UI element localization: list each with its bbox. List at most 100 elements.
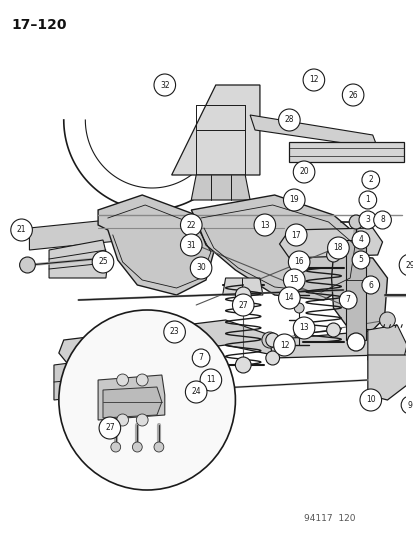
Text: 3: 3 bbox=[365, 215, 369, 224]
Circle shape bbox=[358, 191, 376, 209]
Circle shape bbox=[285, 224, 306, 246]
Circle shape bbox=[398, 254, 413, 276]
Circle shape bbox=[265, 333, 279, 347]
Polygon shape bbox=[331, 255, 387, 330]
Circle shape bbox=[164, 321, 185, 343]
Polygon shape bbox=[222, 278, 262, 295]
Circle shape bbox=[327, 237, 348, 259]
Circle shape bbox=[294, 328, 303, 338]
Circle shape bbox=[116, 374, 128, 386]
Circle shape bbox=[111, 442, 120, 452]
Text: 23: 23 bbox=[169, 327, 179, 336]
Circle shape bbox=[59, 310, 235, 490]
Text: 10: 10 bbox=[365, 395, 375, 405]
Polygon shape bbox=[49, 240, 108, 278]
Circle shape bbox=[379, 312, 394, 328]
Polygon shape bbox=[98, 375, 164, 420]
Circle shape bbox=[132, 442, 142, 452]
Circle shape bbox=[358, 211, 376, 229]
Text: 6: 6 bbox=[368, 280, 372, 289]
Circle shape bbox=[294, 303, 303, 313]
Circle shape bbox=[232, 294, 254, 316]
Polygon shape bbox=[279, 228, 382, 258]
Text: 17–120: 17–120 bbox=[12, 18, 67, 32]
Circle shape bbox=[292, 317, 314, 339]
Text: 27: 27 bbox=[238, 301, 247, 310]
Circle shape bbox=[235, 357, 251, 373]
Text: 15: 15 bbox=[289, 276, 298, 285]
Circle shape bbox=[283, 189, 304, 211]
Circle shape bbox=[199, 369, 221, 391]
Text: 7: 7 bbox=[345, 295, 350, 304]
Polygon shape bbox=[269, 330, 401, 365]
Text: 13: 13 bbox=[259, 221, 269, 230]
Circle shape bbox=[136, 414, 148, 426]
Text: 7: 7 bbox=[198, 353, 203, 362]
Circle shape bbox=[351, 251, 369, 269]
Circle shape bbox=[288, 251, 309, 273]
Text: 25: 25 bbox=[98, 257, 107, 266]
Text: 13: 13 bbox=[299, 324, 308, 333]
Circle shape bbox=[326, 248, 339, 262]
Circle shape bbox=[347, 333, 364, 351]
Text: 12: 12 bbox=[309, 76, 318, 85]
Circle shape bbox=[361, 171, 379, 189]
Circle shape bbox=[254, 214, 275, 236]
Polygon shape bbox=[191, 175, 249, 200]
Polygon shape bbox=[59, 320, 272, 365]
Circle shape bbox=[154, 442, 164, 452]
Circle shape bbox=[190, 257, 211, 279]
Circle shape bbox=[342, 84, 363, 106]
Circle shape bbox=[265, 351, 279, 365]
Text: 31: 31 bbox=[186, 240, 196, 249]
Circle shape bbox=[326, 323, 339, 337]
Text: 4: 4 bbox=[358, 236, 363, 245]
Circle shape bbox=[116, 414, 128, 426]
Circle shape bbox=[19, 257, 35, 273]
Text: 24: 24 bbox=[191, 387, 200, 397]
Text: 12: 12 bbox=[279, 341, 289, 350]
Circle shape bbox=[136, 374, 148, 386]
Text: 94117  120: 94117 120 bbox=[303, 514, 355, 523]
Text: 29: 29 bbox=[404, 261, 413, 270]
Polygon shape bbox=[191, 195, 362, 300]
Polygon shape bbox=[367, 355, 406, 400]
Text: 26: 26 bbox=[347, 91, 357, 100]
Circle shape bbox=[273, 334, 294, 356]
Polygon shape bbox=[98, 195, 215, 295]
Circle shape bbox=[154, 74, 175, 96]
Text: 21: 21 bbox=[17, 225, 26, 235]
Circle shape bbox=[92, 251, 114, 273]
Circle shape bbox=[185, 381, 206, 403]
Circle shape bbox=[283, 269, 304, 291]
Circle shape bbox=[278, 287, 299, 309]
Text: 16: 16 bbox=[294, 257, 303, 266]
Text: 14: 14 bbox=[284, 294, 294, 303]
Polygon shape bbox=[345, 240, 365, 340]
Text: 22: 22 bbox=[186, 221, 195, 230]
Circle shape bbox=[180, 214, 202, 236]
Circle shape bbox=[261, 332, 277, 348]
Circle shape bbox=[99, 417, 120, 439]
Polygon shape bbox=[367, 325, 406, 365]
Circle shape bbox=[302, 69, 324, 91]
Text: 2: 2 bbox=[368, 175, 372, 184]
Circle shape bbox=[192, 349, 209, 367]
Circle shape bbox=[292, 161, 314, 183]
Circle shape bbox=[180, 234, 202, 256]
Text: 20: 20 bbox=[299, 167, 308, 176]
Polygon shape bbox=[249, 115, 377, 148]
Text: 19: 19 bbox=[289, 196, 298, 205]
Circle shape bbox=[348, 215, 362, 229]
Circle shape bbox=[359, 389, 381, 411]
Text: 32: 32 bbox=[159, 80, 169, 90]
Circle shape bbox=[66, 386, 80, 400]
Circle shape bbox=[278, 109, 299, 131]
Polygon shape bbox=[289, 142, 403, 162]
Text: 1: 1 bbox=[365, 196, 369, 205]
Text: 5: 5 bbox=[358, 255, 363, 264]
Circle shape bbox=[66, 363, 80, 377]
Text: 9: 9 bbox=[406, 400, 411, 409]
Polygon shape bbox=[29, 205, 132, 250]
Text: 17: 17 bbox=[291, 230, 300, 239]
